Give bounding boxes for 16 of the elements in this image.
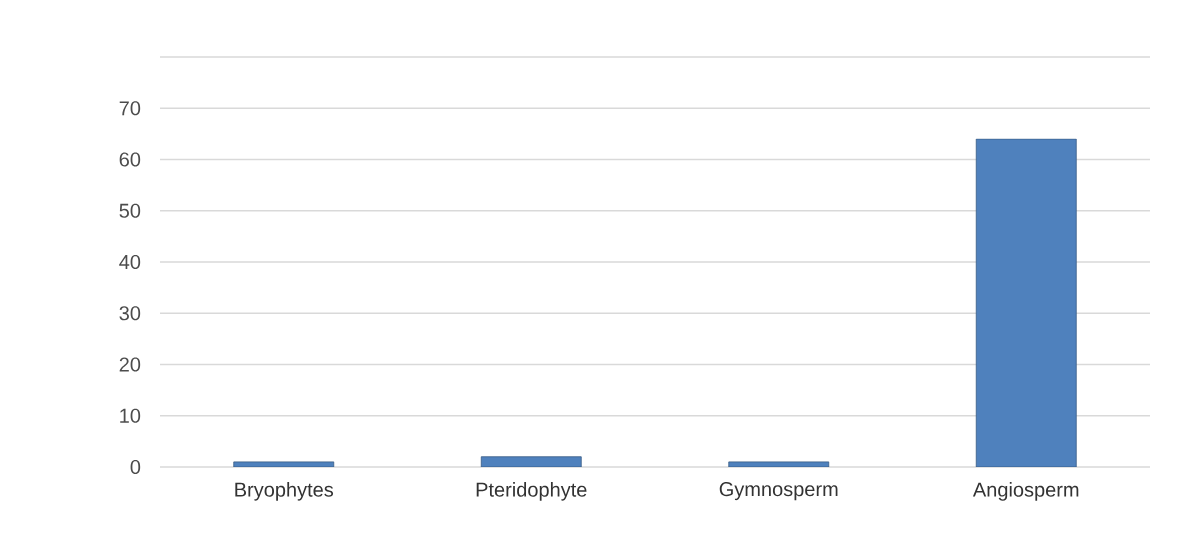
y-tick-label: 10 [120,408,141,423]
y-tick-label: 40 [119,254,141,270]
bar [233,461,335,467]
bar [480,456,582,467]
y-tick-label: 70 [119,101,141,116]
y-tick-label: 60 [119,152,141,167]
y-tick-label: 20 [119,357,141,372]
y-tick-label: 0 [130,459,141,475]
x-tick-label: Angiosperm [972,482,1079,501]
x-tick-label: Pteridophyte [476,482,587,501]
x-tick-label: Bryophytes [235,482,334,501]
x-tick-label: Gymnosperm [719,482,838,501]
bar [728,461,830,467]
y-tick-label: 30 [119,306,141,321]
bar [975,138,1077,467]
y-tick-label: 50 [119,203,141,218]
